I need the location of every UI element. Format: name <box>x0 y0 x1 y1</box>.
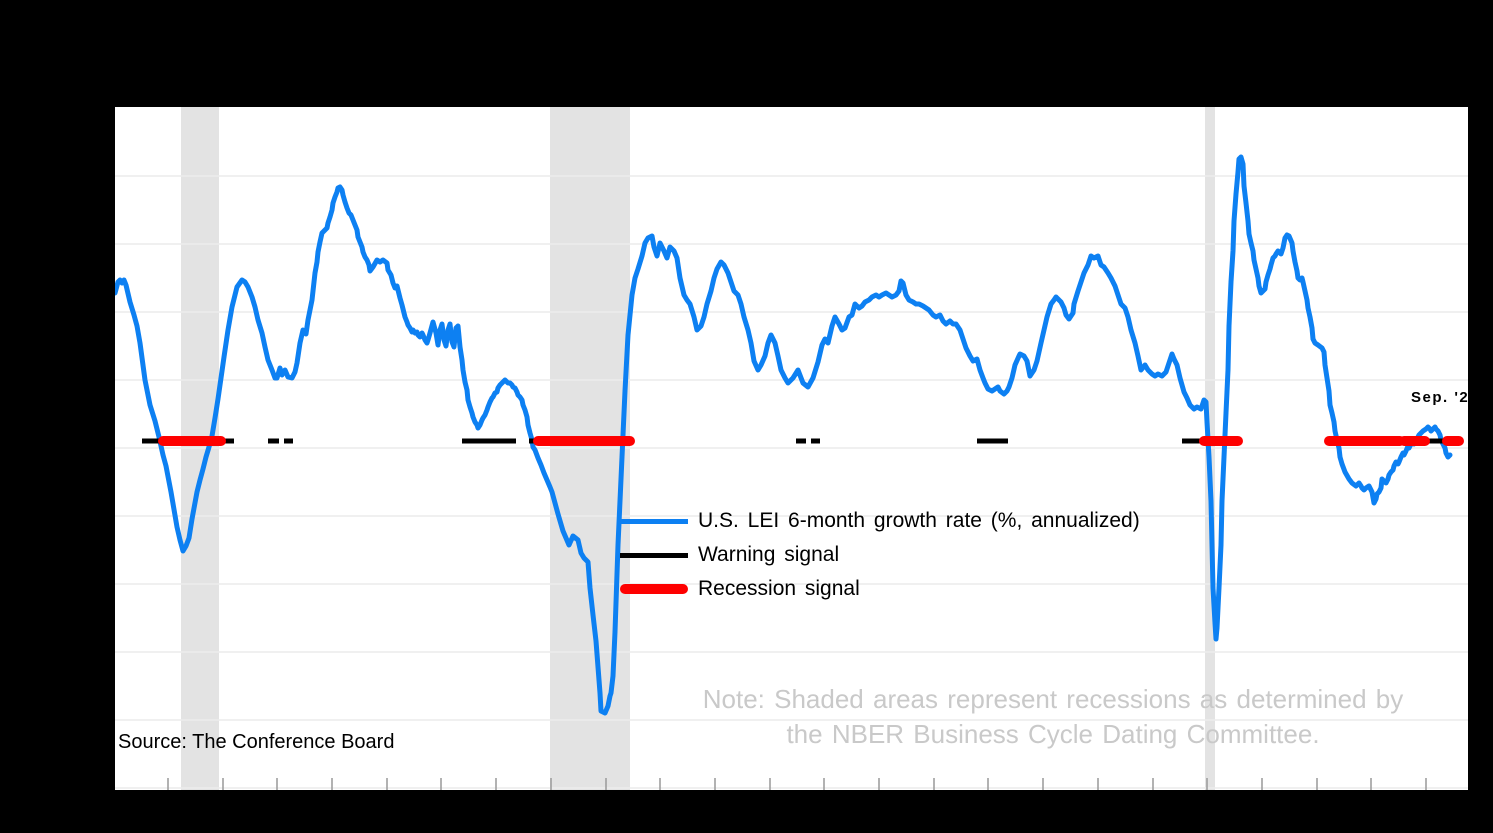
legend-item-lei: U.S. LEI 6-month growth rate (%, annuali… <box>620 504 1140 538</box>
legend-item-recession: Recession signal <box>620 572 1140 606</box>
legend-item-warning: Warning signal <box>620 538 1140 572</box>
lei-chart-svg <box>115 107 1468 790</box>
source-text: Source: The Conference Board <box>118 731 395 753</box>
recession-swatch-icon <box>620 584 688 594</box>
recession-note-line1: Note: Shaded areas represent recessions … <box>702 684 1404 714</box>
recession-note: Note: Shaded areas represent recessions … <box>703 682 1404 752</box>
latest-point-label: Sep. '25 <box>1411 389 1468 406</box>
plot-area: U.S. LEI 6-month growth rate (%, annuali… <box>115 107 1468 790</box>
legend-label-warning: Warning signal <box>698 543 840 566</box>
warning-swatch-icon <box>620 552 688 558</box>
legend-label-recession: Recession signal <box>698 577 860 600</box>
lei-line-swatch-icon <box>620 518 688 524</box>
recession-note-line2: the NBER Business Cycle Dating Committee… <box>786 719 1320 749</box>
legend-label-lei: U.S. LEI 6-month growth rate (%, annuali… <box>698 509 1140 532</box>
lei-growth-line <box>115 154 1453 716</box>
chart-legend: U.S. LEI 6-month growth rate (%, annuali… <box>620 504 1140 606</box>
